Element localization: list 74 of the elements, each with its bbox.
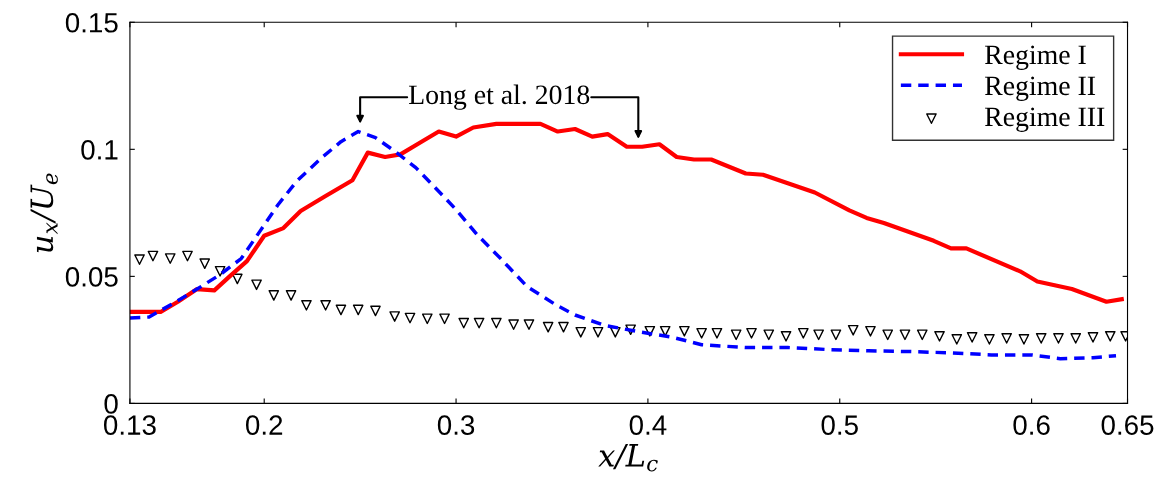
point bbox=[1104, 330, 1116, 342]
point bbox=[421, 313, 433, 325]
y-axis-title: u$_{x}$/U$_{e}$ bbox=[30, 173, 58, 253]
point bbox=[389, 311, 401, 322]
point bbox=[558, 321, 569, 333]
point bbox=[865, 325, 876, 337]
point bbox=[575, 326, 587, 338]
point bbox=[147, 250, 159, 262]
point bbox=[830, 329, 842, 341]
point bbox=[1001, 333, 1013, 344]
y-tick-label: 0 bbox=[104, 394, 118, 414]
x-tick-label: 0.3 bbox=[437, 415, 475, 435]
point bbox=[711, 327, 723, 339]
point bbox=[1070, 333, 1082, 344]
point bbox=[320, 299, 331, 311]
x-tick-label: 0.65 bbox=[1101, 415, 1154, 435]
point bbox=[644, 325, 656, 337]
x-tick-label: 0.6 bbox=[1013, 415, 1050, 435]
point bbox=[984, 334, 995, 345]
y-tick-label: 0.1 bbox=[81, 139, 118, 160]
point bbox=[251, 279, 262, 291]
point bbox=[439, 313, 450, 325]
point bbox=[285, 290, 297, 301]
legend-label: Regime III bbox=[985, 107, 1105, 132]
point bbox=[199, 258, 211, 270]
point bbox=[404, 312, 416, 324]
point bbox=[934, 330, 945, 342]
point bbox=[780, 330, 792, 342]
point bbox=[899, 329, 911, 341]
point bbox=[473, 317, 485, 329]
point bbox=[134, 254, 145, 265]
point bbox=[916, 329, 928, 341]
point bbox=[301, 299, 312, 311]
point bbox=[730, 329, 742, 341]
point bbox=[1018, 334, 1030, 345]
point bbox=[696, 327, 707, 339]
legend-label: Regime I bbox=[985, 45, 1086, 70]
point bbox=[882, 329, 894, 341]
point bbox=[508, 319, 519, 331]
point bbox=[458, 317, 470, 329]
point bbox=[214, 265, 226, 277]
point bbox=[370, 305, 381, 317]
legend-label: Regime II bbox=[985, 76, 1096, 101]
point bbox=[592, 326, 604, 338]
point bbox=[1035, 333, 1047, 344]
point bbox=[182, 250, 193, 262]
point bbox=[1087, 332, 1099, 343]
point bbox=[746, 327, 757, 339]
point bbox=[232, 273, 243, 285]
point bbox=[1053, 333, 1064, 344]
annotation: Long et al. 2018 bbox=[408, 84, 590, 110]
point bbox=[164, 253, 176, 264]
point bbox=[847, 324, 859, 336]
x-tick-label: 0.13 bbox=[103, 415, 156, 435]
point bbox=[335, 304, 347, 316]
point bbox=[542, 321, 554, 333]
y-tick-label: 0.05 bbox=[65, 267, 118, 287]
point bbox=[679, 325, 690, 337]
x-tick-label: 0.2 bbox=[245, 415, 283, 435]
point bbox=[609, 326, 621, 338]
point bbox=[763, 329, 775, 341]
y-tick-label: 0.15 bbox=[65, 12, 118, 33]
point bbox=[797, 327, 809, 339]
point bbox=[813, 329, 825, 341]
x-tick-label: 0.4 bbox=[629, 415, 667, 435]
point bbox=[268, 290, 280, 301]
point bbox=[352, 304, 364, 316]
x-axis-title: x/L$_{c}$ bbox=[598, 444, 658, 472]
point bbox=[951, 334, 963, 345]
point bbox=[625, 324, 636, 336]
point bbox=[966, 332, 978, 343]
point bbox=[523, 319, 535, 331]
point bbox=[490, 317, 502, 329]
x-tick-label: 0.5 bbox=[821, 415, 858, 435]
